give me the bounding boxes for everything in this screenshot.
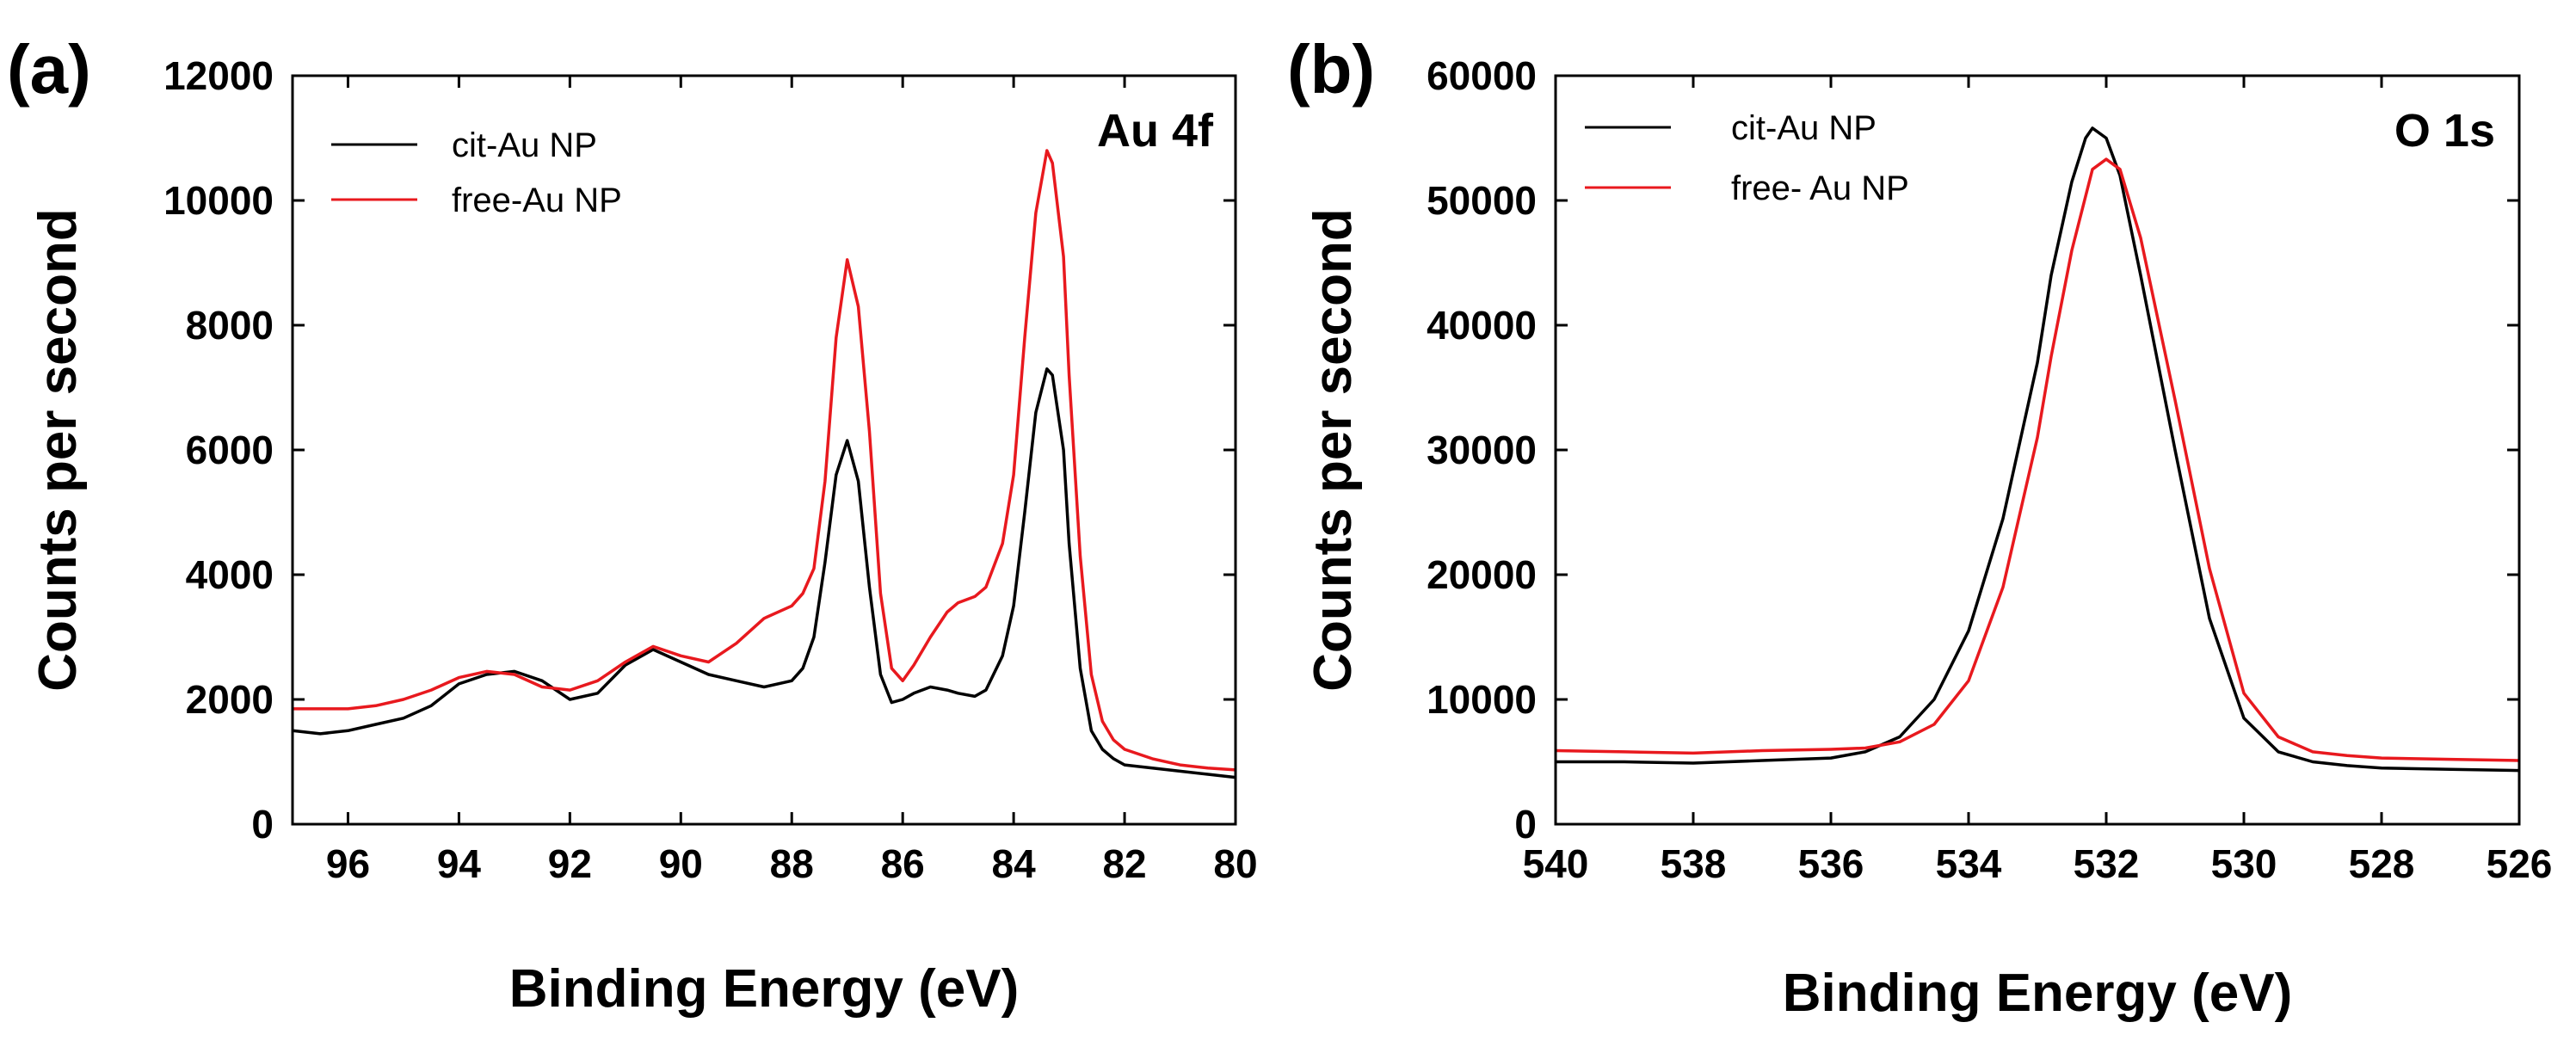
y-tick-label: 6000 <box>186 428 274 472</box>
x-tick-label: 82 <box>1102 841 1146 886</box>
panel-label-a: (a) <box>7 31 91 108</box>
x-tick-label: 526 <box>2487 841 2553 886</box>
plot-frame-b <box>1554 74 2521 826</box>
panel-label-b: (b) <box>1287 31 1375 108</box>
ticks-b: 540 538 536 534 532 530 528 526 0 10000 20000 30000… <box>1427 53 2552 886</box>
x-tick-label: 536 <box>1798 841 1864 886</box>
series-line-free-au-np <box>293 149 1236 772</box>
x-tick-label: 530 <box>2211 841 2277 886</box>
x-axis-title-a: Binding Energy (eV) <box>509 959 1019 1019</box>
y-axis-title-a: Counts per second <box>28 208 88 692</box>
y-tick-label: 8000 <box>186 303 274 348</box>
legend-label-cit: cit-Au NP <box>1731 109 1877 147</box>
legend-label-free: free- Au NP <box>1731 169 1909 207</box>
y-tick-label: 12000 <box>163 53 274 98</box>
y-tick-label: 50000 <box>1427 178 1537 223</box>
annotation-o-1s: O 1s <box>2394 105 2495 157</box>
panel-a: (a) 96 94 92 90 88 86 84 82 80 0 2000 4000 6000 8000 1… <box>7 31 1258 1019</box>
x-tick-label: 96 <box>326 841 370 886</box>
legend-label-cit: cit-Au NP <box>452 126 597 164</box>
x-tick-label: 534 <box>1936 841 2002 886</box>
ticks-a: 96 94 92 90 88 86 84 82 80 0 2000 4000 6000 8000 10000… <box>163 53 1258 886</box>
y-tick-label: 20000 <box>1427 552 1537 597</box>
x-tick-label: 528 <box>2349 841 2415 886</box>
x-tick-label: 88 <box>770 841 814 886</box>
y-axis-title-b: Counts per second <box>1303 208 1363 692</box>
series-line-free-au-np <box>1555 157 2520 762</box>
x-tick-label: 86 <box>881 841 925 886</box>
annotation-au-4f: Au 4f <box>1097 105 1214 157</box>
y-tick-label: 60000 <box>1427 53 1537 98</box>
x-tick-label: 540 <box>1523 841 1589 886</box>
x-tick-label: 94 <box>437 841 482 886</box>
y-tick-label: 0 <box>1514 802 1537 847</box>
y-tick-label: 30000 <box>1427 428 1537 472</box>
y-tick-label: 4000 <box>186 552 274 597</box>
x-tick-label: 538 <box>1661 841 1727 886</box>
y-tick-label: 0 <box>251 802 274 847</box>
legend-b: cit-Au NP free- Au NP <box>1585 109 1909 207</box>
x-tick-label: 84 <box>992 841 1037 886</box>
legend-label-free: free-Au NP <box>452 182 622 219</box>
y-tick-label: 2000 <box>186 677 274 722</box>
x-tick-label: 92 <box>548 841 592 886</box>
series-lines-a <box>292 149 1236 779</box>
y-tick-label: 10000 <box>1427 677 1537 722</box>
x-tick-label: 532 <box>2074 841 2140 886</box>
x-tick-label: 80 <box>1213 841 1257 886</box>
series-line-cit-au-np <box>292 367 1236 779</box>
y-tick-label: 10000 <box>163 178 274 223</box>
panel-b: (b) 540 538 536 534 532 530 528 526 0 10000 20000 3… <box>1287 31 2552 1023</box>
legend-a: cit-Au NP free-Au NP <box>331 126 622 219</box>
plot-frame-a <box>291 74 1237 826</box>
x-axis-title-b: Binding Energy (eV) <box>1783 964 2292 1023</box>
y-tick-label: 40000 <box>1427 303 1537 348</box>
series-lines-b <box>1555 126 2520 773</box>
x-tick-label: 90 <box>659 841 703 886</box>
series-line-cit-au-np <box>1556 126 2520 773</box>
